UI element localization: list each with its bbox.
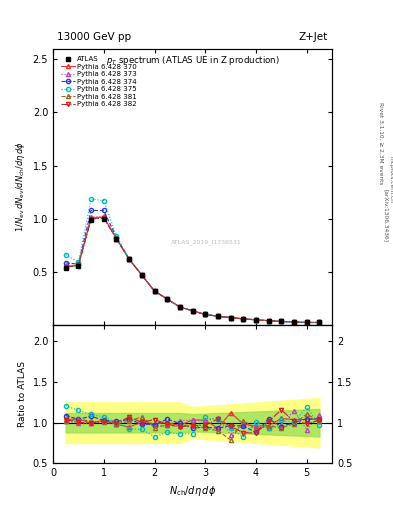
ATLAS [203, 311, 208, 317]
ATLAS [292, 319, 296, 325]
ATLAS [63, 265, 68, 271]
Legend: ATLAS, Pythia 6.428 370, Pythia 6.428 373, Pythia 6.428 374, Pythia 6.428 375, P: ATLAS, Pythia 6.428 370, Pythia 6.428 37… [59, 55, 138, 109]
Text: ATLAS_2019_I1736531: ATLAS_2019_I1736531 [171, 239, 242, 245]
Text: Z+Jet: Z+Jet [299, 32, 328, 42]
ATLAS [127, 256, 132, 262]
Text: [arXiv:1306.3436]: [arXiv:1306.3436] [384, 188, 388, 242]
Y-axis label: Ratio to ATLAS: Ratio to ATLAS [18, 361, 27, 427]
ATLAS [152, 288, 157, 294]
ATLAS [241, 316, 246, 322]
ATLAS [165, 296, 169, 302]
ATLAS [89, 217, 94, 223]
ATLAS [101, 216, 106, 222]
ATLAS [279, 318, 284, 325]
Y-axis label: $1/N_{\rm ev}\,dN_{\rm ev}/dN_{\rm ch}/d\eta\,d\phi$: $1/N_{\rm ev}\,dN_{\rm ev}/dN_{\rm ch}/d… [14, 141, 27, 232]
ATLAS [140, 272, 144, 278]
ATLAS [304, 319, 309, 326]
Line: ATLAS: ATLAS [63, 217, 322, 325]
ATLAS [76, 263, 81, 269]
ATLAS [317, 319, 322, 326]
X-axis label: $N_{\rm ch}/d\eta\,d\phi$: $N_{\rm ch}/d\eta\,d\phi$ [169, 484, 216, 498]
Text: Rivet 3.1.10, ≥ 2.3M events: Rivet 3.1.10, ≥ 2.3M events [378, 102, 383, 185]
Text: $p_T$ spectrum (ATLAS UE in Z production): $p_T$ spectrum (ATLAS UE in Z production… [106, 54, 279, 67]
ATLAS [228, 314, 233, 321]
ATLAS [114, 236, 119, 242]
ATLAS [190, 308, 195, 314]
Text: mcplots.cern.ch: mcplots.cern.ch [388, 156, 393, 203]
ATLAS [178, 304, 182, 310]
ATLAS [253, 317, 258, 323]
ATLAS [216, 313, 220, 319]
Text: 13000 GeV pp: 13000 GeV pp [57, 32, 131, 42]
ATLAS [266, 317, 271, 324]
